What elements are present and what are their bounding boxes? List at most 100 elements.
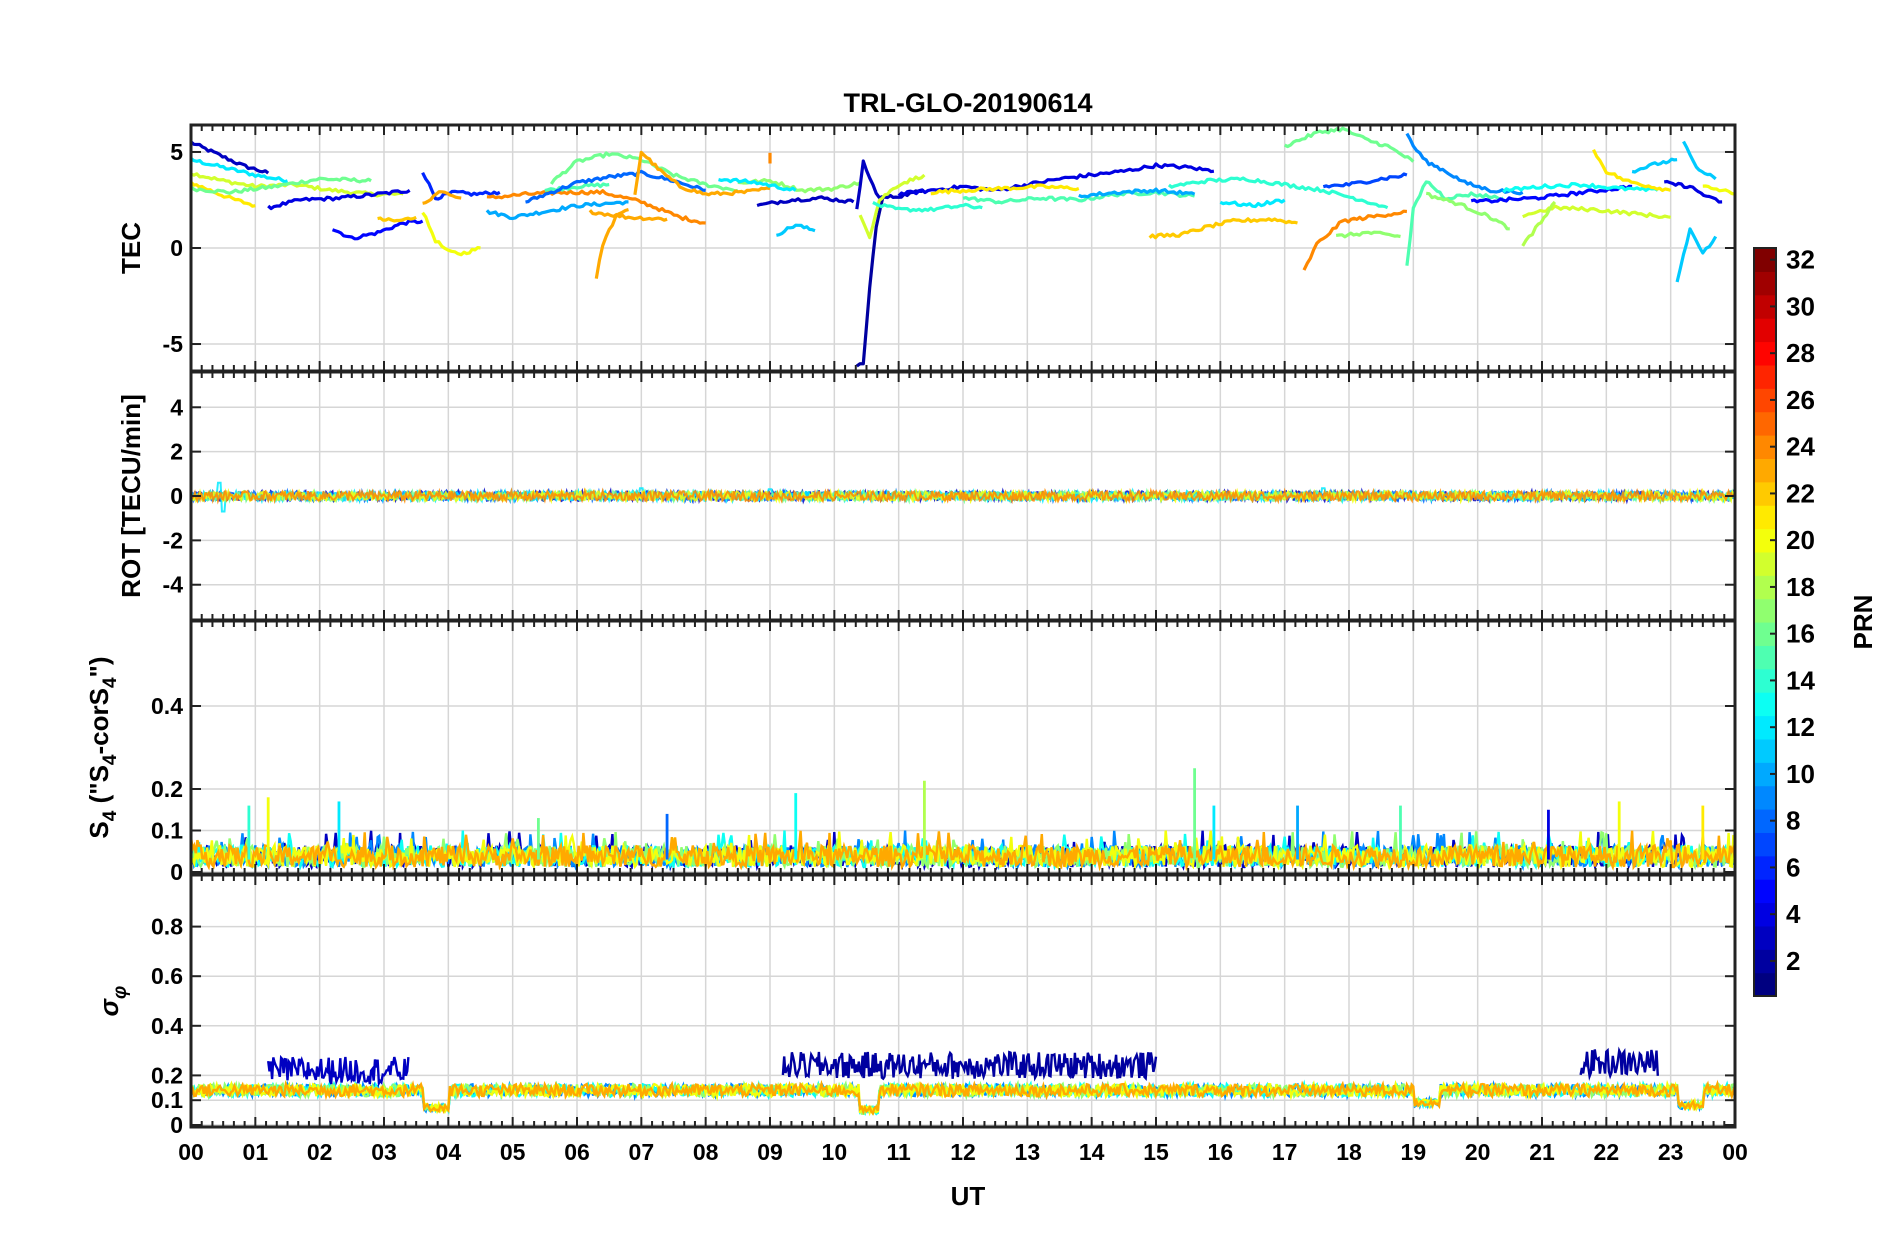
y-axis-label-rot: ROT [TECU/min] <box>116 394 146 598</box>
y-tick-label: 5 <box>170 139 183 165</box>
tec-series-prn11 <box>1675 227 1718 283</box>
colorbar-tick-label: 8 <box>1786 806 1800 836</box>
colorbar-bin <box>1754 832 1776 857</box>
tec-series-prn18 <box>1521 200 1557 247</box>
tec-series-prn23 <box>594 208 629 279</box>
colorbar-bin <box>1754 505 1776 530</box>
colorbar-bin <box>1754 645 1776 670</box>
colorbar-bin <box>1754 762 1776 787</box>
label-part: 4 <box>100 810 121 821</box>
colorbar-tick-label: 12 <box>1786 712 1815 742</box>
y-tick-label: 0.2 <box>151 776 183 802</box>
x-tick-label: 12 <box>950 1139 976 1165</box>
x-tick-label: 19 <box>1401 1139 1427 1165</box>
s4-series-prn23 <box>191 830 1735 872</box>
tec-series-prn11 <box>1631 157 1678 174</box>
panel-tec: -5 0 5 TEC <box>116 123 1737 373</box>
tec-series-prn3 <box>191 140 270 175</box>
tec-series-prn13 <box>1502 182 1659 194</box>
x-tick-label: 04 <box>436 1139 462 1165</box>
panel-s4: 00.10.20.4S4 ("S4-corS4") <box>84 619 1737 885</box>
colorbar-tick-label: 14 <box>1786 665 1815 695</box>
sigma-series-prn23 <box>191 1079 1735 1116</box>
colorbar-bin <box>1754 318 1776 343</box>
tec-series-prn24 <box>1302 209 1408 271</box>
tec-series-prn16 <box>191 176 372 195</box>
tec-series-prn3 <box>855 159 925 210</box>
colorbar-bin <box>1754 668 1776 693</box>
colorbar-bin <box>1754 341 1776 366</box>
colorbar-bin <box>1754 294 1776 319</box>
tec-series-prn3 <box>756 195 855 208</box>
colorbar-tick-label: 24 <box>1786 432 1815 462</box>
colorbar-tick-label: 26 <box>1786 385 1815 415</box>
x-tick-label: 20 <box>1465 1139 1491 1165</box>
y-axis-label-sigma: σφ <box>94 986 131 1017</box>
label-part: φ <box>110 986 131 999</box>
x-tick-label: 00 <box>1722 1139 1748 1165</box>
colorbar-bin <box>1754 435 1776 459</box>
y-tick-label: 0.2 <box>151 1062 183 1088</box>
colorbar-bin <box>1754 855 1776 880</box>
colorbar-bin <box>1754 551 1776 576</box>
tec-series-prn14 <box>872 201 983 213</box>
x-tick-label: 08 <box>693 1139 719 1165</box>
colorbar-bin <box>1754 809 1776 833</box>
colorbar-bin <box>1754 972 1776 997</box>
colorbar-bin <box>1754 481 1776 506</box>
tec-series-prn24 <box>486 189 706 225</box>
x-tick-label: 21 <box>1529 1139 1555 1165</box>
colorbar-tick-label: 30 <box>1786 291 1815 321</box>
y-tick-label: 0.4 <box>151 1013 183 1039</box>
x-tick-label: 00 <box>178 1139 204 1165</box>
panel-sigma: 00.10.2 0.4 0.6 0.8 σφ <box>94 873 1737 1138</box>
x-tick-label: 13 <box>1015 1139 1041 1165</box>
tec-series-prn16 <box>549 151 739 193</box>
x-tick-label: 07 <box>629 1139 655 1165</box>
colorbar-tick-label: 28 <box>1786 338 1815 368</box>
label-part: σ <box>94 997 124 1016</box>
rot-series-prn24 <box>191 487 1735 505</box>
x-tick-label: 22 <box>1594 1139 1620 1165</box>
colorbar-tick-label: 4 <box>1786 899 1801 929</box>
tec-series-prn22 <box>377 215 417 223</box>
colorbar-frame <box>1753 247 1777 997</box>
panel-data <box>191 481 1735 513</box>
chart-title: TRL-GLO-20190614 <box>843 88 1092 118</box>
colorbar-bin <box>1754 271 1776 296</box>
y-tick-label: -4 <box>163 572 184 598</box>
tec-series-prn5 <box>331 219 424 241</box>
colorbar-tick-label: 22 <box>1786 478 1815 508</box>
sigma-elevated-prn2 <box>1579 1046 1659 1081</box>
y-axis-label-s4: S4 ("S4-corS4") <box>84 656 121 838</box>
tec-series-prn4 <box>267 189 411 211</box>
tec-series-prn6 <box>421 171 501 201</box>
colorbar-bin <box>1754 598 1776 623</box>
panel-data <box>191 1046 1735 1117</box>
x-tick-label: 06 <box>564 1139 590 1165</box>
tec-series-prn14 <box>1167 176 1389 210</box>
tec-series-prn11 <box>776 223 816 237</box>
colorbar-tick-label: 2 <box>1786 946 1800 976</box>
colorbar-label: PRN <box>1848 595 1878 650</box>
x-tick-label: 02 <box>307 1139 333 1165</box>
colorbar-bin <box>1754 715 1776 740</box>
tec-series-prn22 <box>1148 217 1298 240</box>
colorbar-bin <box>1754 879 1776 904</box>
y-tick-label: 0 <box>170 483 183 509</box>
tec-series-prn4 <box>1663 179 1723 204</box>
tec-series-prn15 <box>1405 180 1505 266</box>
y-tick-label: 0.6 <box>151 963 183 989</box>
x-tick-label: 15 <box>1143 1139 1169 1165</box>
x-axis: 00 01 02 03 04 05 06 07 08 09 10 11 12 13 14 15 16 17 18 19… <box>178 1139 1748 1165</box>
colorbar-bin <box>1754 692 1776 717</box>
colorbar-tick-label: 6 <box>1786 852 1800 882</box>
tec-series-prn5 <box>1470 184 1633 204</box>
tec-series-prn12 <box>1219 198 1286 209</box>
y-tick-label: 4 <box>170 394 183 420</box>
x-axis-label: UT <box>951 1181 986 1211</box>
y-tick-label: 0 <box>170 235 183 261</box>
y-tick-label: 0 <box>170 859 183 885</box>
panel-rot: -4 -2 0 2 4 ROT [TECU/min] <box>116 370 1737 622</box>
y-tick-label: -5 <box>163 331 184 357</box>
